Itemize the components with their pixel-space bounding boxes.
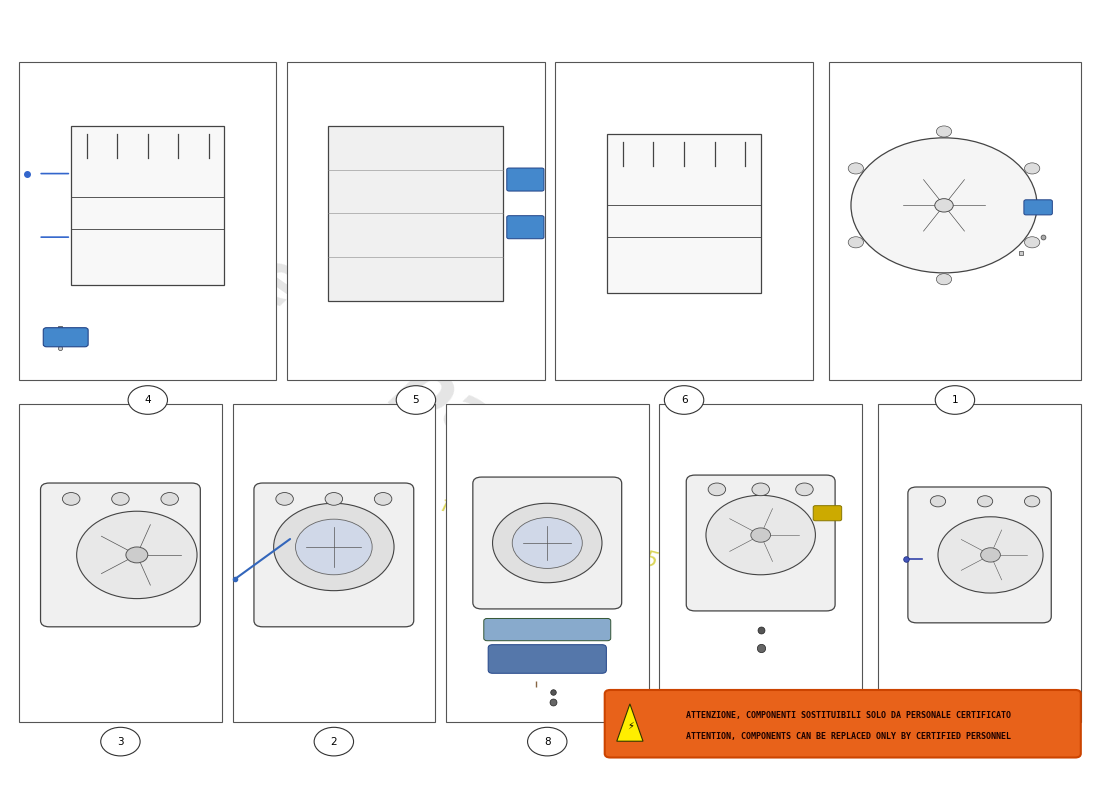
Text: a passion for parts since 1985: a passion for parts since 1985 <box>330 466 660 572</box>
Circle shape <box>931 496 946 507</box>
Text: ATTENZIONE, COMPONENTI SOSTITUIBILI SOLO DA PERSONALE CERTIFICATO: ATTENZIONE, COMPONENTI SOSTITUIBILI SOLO… <box>685 711 1011 721</box>
Circle shape <box>848 237 864 248</box>
Text: 7: 7 <box>758 737 764 746</box>
FancyBboxPatch shape <box>829 62 1081 380</box>
FancyBboxPatch shape <box>507 216 544 238</box>
Circle shape <box>1024 237 1040 248</box>
FancyBboxPatch shape <box>43 328 88 346</box>
Circle shape <box>751 528 770 542</box>
FancyBboxPatch shape <box>473 477 622 609</box>
Text: 8: 8 <box>544 737 551 746</box>
Circle shape <box>851 138 1037 273</box>
Circle shape <box>960 727 999 756</box>
FancyBboxPatch shape <box>72 126 224 285</box>
FancyBboxPatch shape <box>484 618 610 641</box>
FancyBboxPatch shape <box>329 126 504 301</box>
Circle shape <box>493 503 602 582</box>
FancyBboxPatch shape <box>19 62 276 380</box>
Circle shape <box>708 483 726 496</box>
Circle shape <box>1024 163 1040 174</box>
Circle shape <box>981 548 1000 562</box>
FancyBboxPatch shape <box>1024 200 1053 215</box>
Circle shape <box>112 493 129 506</box>
Circle shape <box>396 386 436 414</box>
FancyBboxPatch shape <box>254 483 414 627</box>
FancyBboxPatch shape <box>446 404 649 722</box>
FancyBboxPatch shape <box>19 404 222 722</box>
FancyBboxPatch shape <box>507 168 544 191</box>
Circle shape <box>935 386 975 414</box>
Circle shape <box>936 274 952 285</box>
Circle shape <box>752 483 769 496</box>
Circle shape <box>664 386 704 414</box>
FancyBboxPatch shape <box>659 404 862 722</box>
Text: 6: 6 <box>681 395 688 405</box>
Circle shape <box>706 495 815 574</box>
Circle shape <box>938 517 1043 593</box>
Circle shape <box>935 198 954 212</box>
Text: 2: 2 <box>330 737 338 746</box>
Text: 1: 1 <box>952 395 958 405</box>
FancyBboxPatch shape <box>878 404 1081 722</box>
Circle shape <box>374 493 392 506</box>
FancyBboxPatch shape <box>556 62 813 380</box>
Circle shape <box>741 727 780 756</box>
FancyBboxPatch shape <box>605 690 1081 758</box>
Circle shape <box>101 727 140 756</box>
FancyBboxPatch shape <box>41 483 200 627</box>
Circle shape <box>978 496 992 507</box>
Circle shape <box>795 483 813 496</box>
Circle shape <box>161 493 178 506</box>
Text: europarts: europarts <box>235 242 602 527</box>
Circle shape <box>1024 496 1040 507</box>
Text: ⚡: ⚡ <box>628 720 635 730</box>
FancyBboxPatch shape <box>232 404 436 722</box>
Circle shape <box>274 503 394 590</box>
FancyBboxPatch shape <box>607 134 761 293</box>
Circle shape <box>63 493 80 506</box>
Circle shape <box>513 518 582 569</box>
Circle shape <box>326 493 342 506</box>
FancyBboxPatch shape <box>686 475 835 611</box>
Circle shape <box>528 727 566 756</box>
Text: ATTENTION, COMPONENTS CAN BE REPLACED ONLY BY CERTIFIED PERSONNEL: ATTENTION, COMPONENTS CAN BE REPLACED ON… <box>685 732 1011 742</box>
Text: 5: 5 <box>412 395 419 405</box>
Circle shape <box>315 727 353 756</box>
Circle shape <box>848 163 864 174</box>
FancyBboxPatch shape <box>908 487 1052 623</box>
Polygon shape <box>617 704 643 742</box>
Text: 4: 4 <box>144 395 151 405</box>
FancyBboxPatch shape <box>488 645 606 674</box>
Text: 6: 6 <box>977 737 983 746</box>
Circle shape <box>296 519 372 574</box>
Circle shape <box>128 386 167 414</box>
Circle shape <box>276 493 294 506</box>
Circle shape <box>125 547 147 563</box>
Circle shape <box>936 126 952 137</box>
Text: 3: 3 <box>117 737 123 746</box>
Circle shape <box>77 511 197 598</box>
FancyBboxPatch shape <box>813 506 842 521</box>
FancyBboxPatch shape <box>287 62 544 380</box>
